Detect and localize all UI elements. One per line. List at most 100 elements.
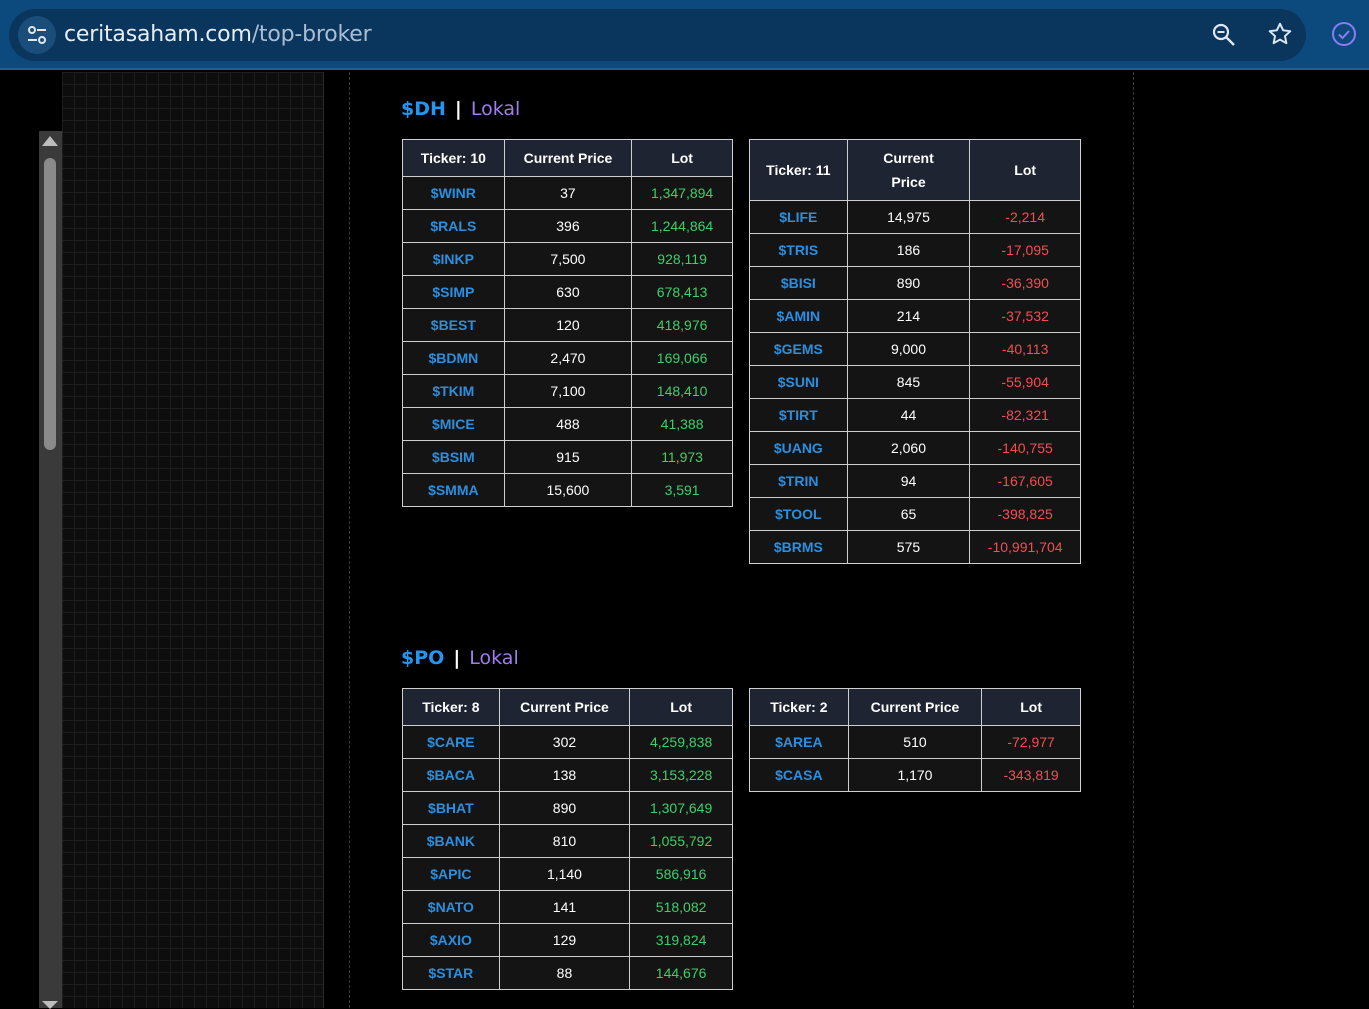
- ticker-link[interactable]: $RALS: [402, 209, 505, 243]
- title-separator: |: [453, 647, 461, 669]
- header-ticker[interactable]: Ticker: 10: [402, 139, 505, 177]
- ticker-link[interactable]: $TRIN: [749, 464, 848, 498]
- header-lot[interactable]: Lot: [629, 688, 733, 726]
- ticker-link[interactable]: $CASA: [749, 758, 849, 792]
- header-ticker[interactable]: Ticker: 8: [402, 688, 500, 726]
- ticker-link[interactable]: $BSIM: [402, 440, 505, 474]
- ticker-link[interactable]: $TOOL: [749, 497, 848, 531]
- ticker-link[interactable]: $AREA: [749, 725, 849, 759]
- ticker-link[interactable]: $BDMN: [402, 341, 505, 375]
- ticker-link[interactable]: $AMIN: [749, 299, 848, 333]
- url-text[interactable]: ceritasaham.com/top-broker: [64, 22, 372, 47]
- scroll-down-arrow-icon[interactable]: [42, 1001, 58, 1009]
- broker-code[interactable]: $PO: [401, 647, 445, 669]
- table-row: $AREA 510 -72,977: [749, 725, 1081, 759]
- broker-code[interactable]: $DH: [401, 98, 446, 120]
- ticker-link[interactable]: $MICE: [402, 407, 505, 441]
- ticker-link[interactable]: $BEST: [402, 308, 505, 342]
- ticker-link[interactable]: $TKIM: [402, 374, 505, 408]
- table-row: $BSIM 915 11,973: [402, 440, 733, 474]
- ticker-link[interactable]: $AXIO: [402, 923, 500, 957]
- current-price-cell: 44: [846, 398, 971, 432]
- buy-table-po: Ticker: 8 Current Price Lot $CARE 302 4,25…: [402, 688, 733, 990]
- table-row: $STAR 88 144,676: [402, 956, 733, 990]
- current-price-cell: 810: [498, 824, 631, 858]
- ticker-link[interactable]: $CARE: [402, 725, 500, 759]
- header-lot[interactable]: Lot: [969, 139, 1081, 201]
- header-current-price[interactable]: Current Price: [847, 688, 983, 726]
- table-row: $BACA 138 3,153,228: [402, 758, 733, 792]
- table-row: $CARE 302 4,259,838: [402, 725, 733, 759]
- header-current-price[interactable]: Current Price: [503, 139, 633, 177]
- current-price-cell: 214: [846, 299, 971, 333]
- current-price-cell: 890: [498, 791, 631, 825]
- header-current-price[interactable]: Current Price: [498, 688, 631, 726]
- lot-cell: 1,244,864: [631, 209, 733, 243]
- table-row: $SMMA 15,600 3,591: [402, 473, 733, 507]
- ticker-link[interactable]: $SMMA: [402, 473, 505, 507]
- table-row: $TKIM 7,100 148,410: [402, 374, 733, 408]
- title-separator: |: [454, 98, 462, 120]
- lot-cell: -40,113: [969, 332, 1081, 366]
- address-bar[interactable]: ceritasaham.com/top-broker: [9, 9, 1306, 61]
- ticker-link[interactable]: $APIC: [402, 857, 500, 891]
- table-row: $BRMS 575 -10,991,704: [749, 530, 1081, 564]
- ticker-link[interactable]: $BRMS: [749, 530, 848, 564]
- ticker-link[interactable]: $UANG: [749, 431, 848, 465]
- main-content: [349, 72, 1134, 1008]
- current-price-cell: 7,100: [503, 374, 633, 408]
- header-current-price[interactable]: Current Price: [846, 139, 971, 201]
- ticker-link[interactable]: $BHAT: [402, 791, 500, 825]
- ticker-link[interactable]: $TIRT: [749, 398, 848, 432]
- lot-cell: 144,676: [629, 956, 733, 990]
- current-price-cell: 2,060: [846, 431, 971, 465]
- ticker-link[interactable]: $BANK: [402, 824, 500, 858]
- lot-cell: -17,095: [969, 233, 1081, 267]
- lot-cell: -2,214: [969, 200, 1081, 234]
- ticker-link[interactable]: $BACA: [402, 758, 500, 792]
- ticker-link[interactable]: $WINR: [402, 176, 505, 210]
- table-row: $NATO 141 518,082: [402, 890, 733, 924]
- lot-cell: 418,976: [631, 308, 733, 342]
- zoom-icon[interactable]: [1211, 22, 1237, 48]
- bookmark-star-icon[interactable]: [1267, 21, 1293, 47]
- current-price-cell: 120: [503, 308, 633, 342]
- table-row: $BDMN 2,470 169,066: [402, 341, 733, 375]
- broker-type: Lokal: [470, 98, 521, 120]
- header-ticker[interactable]: Ticker: 11: [749, 139, 848, 201]
- current-price-cell: 302: [498, 725, 631, 759]
- ticker-link[interactable]: $TRIS: [749, 233, 848, 267]
- lot-cell: 4,259,838: [629, 725, 733, 759]
- ticker-link[interactable]: $INKP: [402, 242, 505, 276]
- lot-cell: 148,410: [631, 374, 733, 408]
- scroll-up-arrow-icon[interactable]: [42, 136, 58, 146]
- ticker-link[interactable]: $GEMS: [749, 332, 848, 366]
- extension-check-icon[interactable]: [1330, 20, 1358, 48]
- header-ticker[interactable]: Ticker: 2: [749, 688, 849, 726]
- table-row: $TOOL 65 -398,825: [749, 497, 1081, 531]
- lot-cell: -72,977: [981, 725, 1081, 759]
- lot-cell: 319,824: [629, 923, 733, 957]
- table-row: $TRIN 94 -167,605: [749, 464, 1081, 498]
- header-lot[interactable]: Lot: [631, 139, 733, 177]
- lot-cell: -167,605: [969, 464, 1081, 498]
- ticker-link[interactable]: $NATO: [402, 890, 500, 924]
- lot-cell: -398,825: [969, 497, 1081, 531]
- ticker-link[interactable]: $SUNI: [749, 365, 848, 399]
- current-price-cell: 488: [503, 407, 633, 441]
- scrollbar-thumb[interactable]: [44, 158, 56, 450]
- ticker-link[interactable]: $STAR: [402, 956, 500, 990]
- sidebar-grid-panel: [62, 72, 324, 1008]
- current-price-cell: 9,000: [846, 332, 971, 366]
- current-price-cell: 129: [498, 923, 631, 957]
- ticker-link[interactable]: $SIMP: [402, 275, 505, 309]
- lot-cell: 928,119: [631, 242, 733, 276]
- table-row: $BANK 810 1,055,792: [402, 824, 733, 858]
- lot-cell: 11,973: [631, 440, 733, 474]
- header-lot[interactable]: Lot: [981, 688, 1081, 726]
- lot-cell: 518,082: [629, 890, 733, 924]
- ticker-link[interactable]: $LIFE: [749, 200, 848, 234]
- site-settings-icon[interactable]: [18, 16, 56, 54]
- ticker-link[interactable]: $BISI: [749, 266, 848, 300]
- lot-cell: -343,819: [981, 758, 1081, 792]
